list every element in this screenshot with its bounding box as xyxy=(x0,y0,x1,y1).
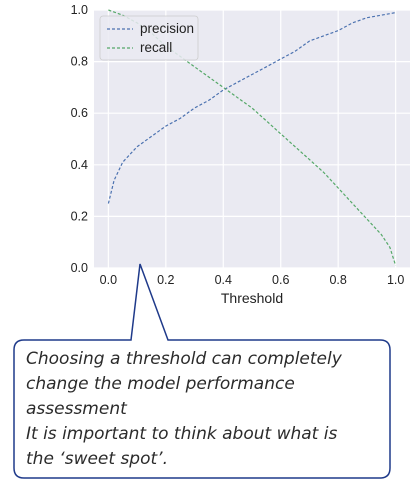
y-tick-label: 0.0 xyxy=(71,261,88,275)
callout-line-2: change the model performance xyxy=(26,374,295,394)
y-tick-label: 0.6 xyxy=(71,106,88,120)
x-tick-label: 0.2 xyxy=(157,273,174,287)
callout-line-5: the ‘sweet spot’. xyxy=(26,449,168,469)
grid xyxy=(94,9,410,269)
callout-line-1: Choosing a threshold can completely xyxy=(26,349,343,369)
legend: precision recall xyxy=(99,15,199,61)
x-tick-label: 0.8 xyxy=(329,273,346,287)
y-tick-label: 0.2 xyxy=(71,209,88,223)
callout-line-4: It is important to think about what is xyxy=(26,424,337,444)
x-tick-label: 0.6 xyxy=(272,273,289,287)
series-line-precision xyxy=(107,12,396,204)
y-tick-label: 0.4 xyxy=(71,158,88,172)
x-tick-label: 1.0 xyxy=(387,273,404,287)
callout: Choosing a threshold can completely chan… xyxy=(13,263,391,479)
callout-line-3: assessment xyxy=(26,399,128,419)
x-tick-label: 0.4 xyxy=(215,273,232,287)
legend-label-precision: precision xyxy=(140,21,194,36)
x-tick-label: 0.0 xyxy=(100,273,117,287)
series-layer xyxy=(107,9,397,266)
y-tick-label: 0.8 xyxy=(71,55,88,69)
y-tick-label: 1.0 xyxy=(71,3,88,17)
tick-labels: 0.0 0.2 0.4 0.6 0.8 1.0 0.0 0.2 0.4 0.6 0.8 1.0 xyxy=(71,3,405,287)
legend-label-recall: recall xyxy=(140,40,172,55)
x-axis-label: Threshold xyxy=(221,290,283,306)
legend-box xyxy=(99,15,199,61)
callout-bubble xyxy=(13,263,391,479)
